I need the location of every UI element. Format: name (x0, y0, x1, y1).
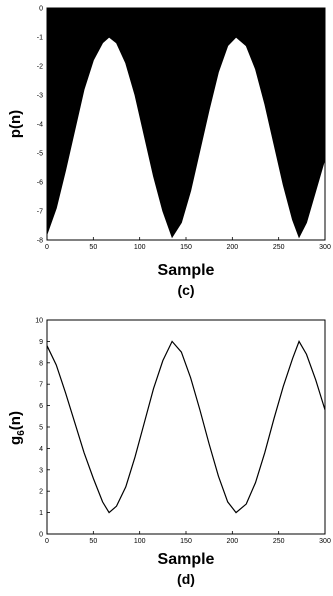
chart-c-x-tick-label: 0 (45, 244, 49, 251)
chart-d: 0 50 100 150 200 250 300 0 1 2 3 4 5 6 7 8 9 10 g6(n) Sa… (7, 318, 331, 588)
chart-c: 0 50 100 150 200 250 300 0 -1 -2 -3 -4 -5 -6 -7 -8 p(n… (7, 6, 331, 299)
chart-d-caption: (d) (177, 571, 195, 587)
chart-d-frame (46, 319, 326, 535)
chart-c-plot-area (46, 7, 326, 239)
chart-d-y-tick-label: 4 (39, 446, 43, 453)
chart-c-filled-series (46, 7, 326, 239)
chart-d-y-label: g6(n) (7, 411, 27, 445)
chart-d-x-label: Sample (158, 551, 215, 568)
chart-c-y-tick-label: 0 (39, 6, 43, 13)
chart-c-x-tick-label: 150 (180, 244, 192, 251)
chart-c-caption: (c) (177, 282, 194, 298)
chart-c-x-tick-label: 250 (273, 244, 285, 251)
chart-c-y-tick-label: -3 (37, 93, 43, 100)
chart-d-x-tick-label: 0 (45, 538, 49, 545)
chart-d-x-tick-label: 200 (226, 538, 238, 545)
chart-c-y-tick-label: -1 (37, 35, 43, 42)
chart-d-y-tick-label: 6 (39, 403, 43, 410)
chart-c-y-label: p(n) (7, 110, 24, 138)
chart-d-y-tick-label: 1 (39, 510, 43, 517)
chart-d-y-tick-label: 2 (39, 489, 43, 496)
chart-d-x-tick-label: 150 (180, 538, 192, 545)
chart-c-y-tick-label: -8 (37, 238, 43, 245)
chart-d-y-tick-label: 7 (39, 382, 43, 389)
chart-d-x-tick-label: 300 (319, 538, 331, 545)
chart-c-y-tick-label: -2 (37, 64, 43, 71)
chart-d-plot-area (46, 340, 326, 514)
chart-c-y-tick-label: -7 (37, 209, 43, 216)
chart-d-x-tick-label: 250 (273, 538, 285, 545)
chart-c-x-tick-label: 50 (89, 244, 97, 251)
chart-c-x-label: Sample (158, 262, 215, 279)
chart-c-y-ticks: 0 -1 -2 -3 -4 -5 -6 -7 -8 (37, 6, 50, 245)
chart-d-y-tick-label: 8 (39, 360, 43, 367)
chart-c-y-tick-label: -4 (37, 122, 43, 129)
chart-c-x-tick-label: 100 (134, 244, 146, 251)
chart-d-x-ticks: 0 50 100 150 200 250 300 (45, 531, 331, 545)
chart-d-x-tick-label: 100 (134, 538, 146, 545)
chart-d-y-tick-label: 3 (39, 467, 43, 474)
chart-d-y-tick-label: 10 (35, 318, 43, 325)
chart-c-y-tick-label: -5 (37, 151, 43, 158)
chart-c-x-ticks: 0 50 100 150 200 250 300 (45, 237, 331, 251)
chart-d-y-tick-label: 0 (39, 532, 43, 539)
chart-d-y-ticks: 0 1 2 3 4 5 6 7 8 9 10 (35, 318, 50, 539)
chart-d-line-series (46, 340, 326, 514)
chart-d-y-tick-label: 5 (39, 425, 43, 432)
chart-d-x-tick-label: 50 (89, 538, 97, 545)
chart-c-y-tick-label: -6 (37, 180, 43, 187)
chart-c-x-tick-label: 300 (319, 244, 331, 251)
chart-d-y-tick-label: 9 (39, 339, 43, 346)
chart-c-x-tick-label: 200 (226, 244, 238, 251)
